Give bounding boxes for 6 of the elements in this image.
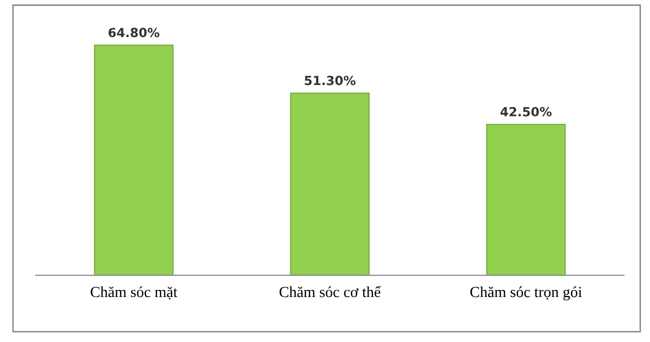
x-tick-label: Chăm sóc trọn gói bbox=[470, 286, 582, 300]
x-tick-label: Chăm sóc cơ thể bbox=[280, 286, 381, 298]
data-label: 64.80% bbox=[108, 28, 160, 38]
data-label: 42.50% bbox=[500, 106, 552, 116]
x-tick-label: Chăm sóc mặt bbox=[90, 286, 178, 300]
data-label: 51.30% bbox=[304, 76, 356, 86]
